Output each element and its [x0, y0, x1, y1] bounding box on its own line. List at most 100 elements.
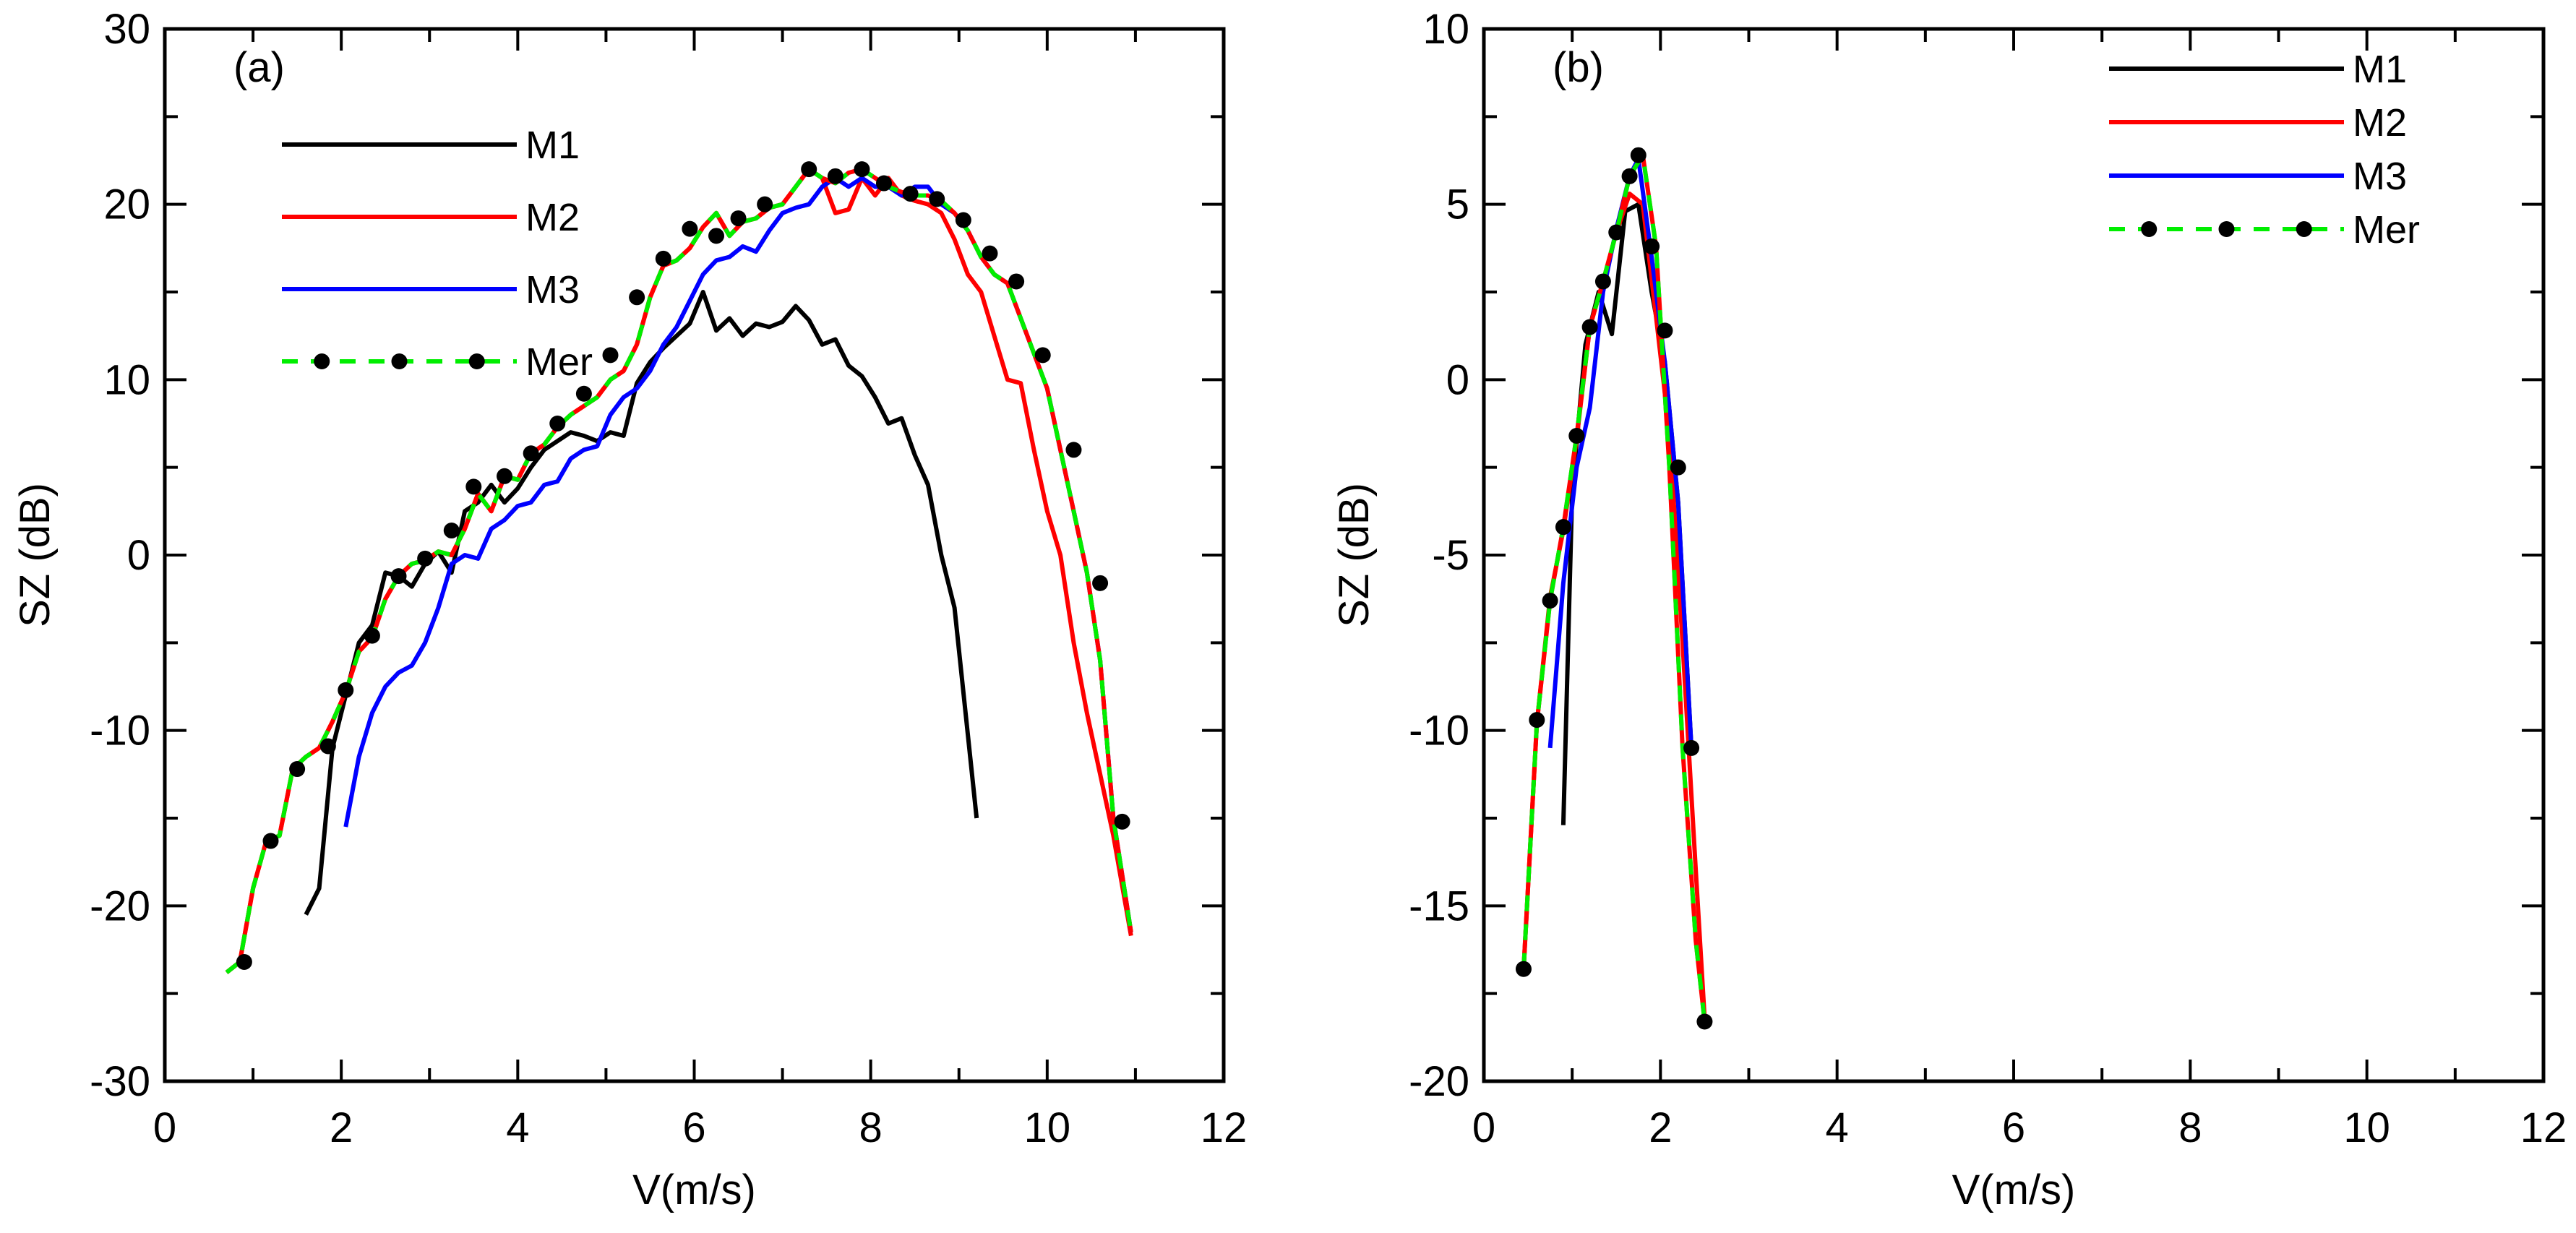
series-marker-mer — [827, 168, 843, 184]
x-tick-label: 12 — [1201, 1104, 1248, 1151]
legend-label-m2: M2 — [2353, 101, 2407, 145]
series-marker-mer — [1581, 319, 1598, 335]
series-marker-mer — [1621, 168, 1638, 184]
legend-marker-mer — [2218, 221, 2235, 237]
y-axis-label: SZ (dB) — [12, 483, 59, 627]
series-marker-mer — [1092, 575, 1109, 591]
series-marker-mer — [319, 738, 336, 755]
legend-label-m1: M1 — [525, 124, 580, 167]
y-tick-label: -10 — [90, 708, 150, 755]
legend-marker-mer — [468, 353, 485, 369]
legend-label-m2: M2 — [525, 196, 580, 239]
series-marker-mer — [1529, 712, 1545, 729]
x-tick-label: 0 — [1472, 1104, 1495, 1151]
x-tick-label: 2 — [1649, 1104, 1672, 1151]
series-group — [225, 161, 1133, 974]
series-marker-mer — [1555, 519, 1571, 536]
series-marker-mer — [1034, 347, 1051, 364]
series-marker-mer — [390, 568, 407, 585]
series-marker-mer — [497, 468, 513, 484]
series-marker-mer — [757, 196, 773, 212]
series-marker-mer — [1644, 238, 1660, 254]
series-marker-mer — [955, 212, 971, 228]
y-tick-label: -20 — [1409, 1058, 1469, 1105]
y-tick-label: 0 — [1446, 356, 1469, 403]
legend-label-m1: M1 — [2353, 48, 2407, 91]
x-tick-label: 6 — [682, 1104, 705, 1151]
plot-frame — [163, 27, 1226, 1083]
y-tick-label: -15 — [1409, 882, 1469, 929]
x-tick-label: 10 — [1024, 1104, 1071, 1151]
series-marker-mer — [1568, 427, 1585, 444]
series-marker-mer — [1683, 739, 1700, 756]
series-marker-mer — [602, 347, 619, 364]
y-tick-label: 0 — [127, 532, 150, 579]
series-marker-mer — [364, 627, 380, 644]
y-tick-label: 20 — [103, 181, 150, 228]
legend-marker-mer — [2141, 221, 2158, 237]
series-marker-mer — [549, 416, 566, 431]
series-marker-mer — [1608, 224, 1625, 241]
panel-a: 0 2 4 6 8 10 12 -30 -20 -10 0 10 20 30 V(m/s) SZ (dB) (a… — [12, 6, 1247, 1213]
series-marker-mer — [1657, 322, 1673, 339]
x-tick-label: 0 — [153, 1104, 176, 1151]
series-marker-mer — [629, 289, 645, 306]
y-tick-label: -5 — [1432, 532, 1469, 579]
legend: M1 M2 M3 Mer — [2109, 48, 2420, 252]
series-marker-mer — [289, 761, 306, 778]
legend-label-mer: Mer — [2353, 208, 2420, 252]
series-marker-mer — [1594, 273, 1611, 290]
legend-marker-mer — [391, 353, 408, 369]
y-tick-label: 5 — [1446, 181, 1469, 228]
series-line-mer — [225, 167, 1133, 974]
legend: M1 M2 M3 Mer — [282, 124, 593, 384]
x-tick-label: 2 — [330, 1104, 353, 1151]
series-group — [1515, 147, 1713, 1030]
series-marker-mer — [1114, 813, 1130, 830]
legend-marker-mer — [2296, 221, 2312, 237]
y-tick-label: 30 — [103, 6, 150, 53]
series-marker-mer — [523, 445, 539, 462]
y-tick-label: -20 — [90, 882, 150, 929]
y-axis-label: SZ (dB) — [1331, 483, 1378, 627]
series-marker-mer — [338, 682, 354, 698]
series-marker-mer — [1515, 961, 1532, 977]
series-marker-mer — [417, 550, 434, 567]
y-tick-label: 10 — [103, 356, 150, 403]
series-marker-mer — [1542, 593, 1558, 609]
x-tick-label: 8 — [2178, 1104, 2202, 1151]
series-marker-mer — [1630, 147, 1647, 163]
series-marker-mer — [875, 175, 892, 192]
series-marker-mer — [929, 191, 945, 207]
panel-label: (b) — [1553, 44, 1604, 91]
y-tick-label: -30 — [90, 1058, 150, 1105]
series-marker-mer — [1670, 459, 1686, 476]
series-marker-mer — [902, 186, 919, 202]
series-marker-mer — [443, 523, 460, 539]
panel-b: 0 2 4 6 8 10 12 -20 -15 -10 -5 0 5 10 V(m/s) SZ (dB) (b)… — [1331, 6, 2567, 1213]
x-tick-label: 8 — [859, 1104, 883, 1151]
series-marker-mer — [465, 478, 482, 495]
series-marker-mer — [655, 250, 671, 267]
series-marker-mer — [1065, 442, 1082, 458]
x-tick-label: 4 — [1826, 1104, 1849, 1151]
series-marker-mer — [854, 161, 870, 178]
x-tick-label: 10 — [2343, 1104, 2390, 1151]
series-marker-mer — [982, 245, 998, 262]
series-line-m1 — [304, 290, 979, 916]
panel-label: (a) — [233, 44, 285, 91]
x-tick-label: 4 — [506, 1104, 529, 1151]
series-marker-mer — [730, 210, 747, 227]
legend-label-m3: M3 — [525, 268, 580, 312]
legend-label-m3: M3 — [2353, 155, 2407, 198]
series-marker-mer — [236, 953, 252, 970]
x-tick-label: 6 — [2002, 1104, 2025, 1151]
series-marker-mer — [1008, 273, 1025, 290]
x-axis-label: V(m/s) — [632, 1167, 756, 1213]
x-tick-label: 12 — [2520, 1104, 2567, 1151]
legend-label-mer: Mer — [525, 340, 593, 384]
x-axis-label: V(m/s) — [1952, 1167, 2076, 1213]
series-marker-mer — [1696, 1013, 1713, 1030]
series-marker-mer — [262, 833, 279, 849]
